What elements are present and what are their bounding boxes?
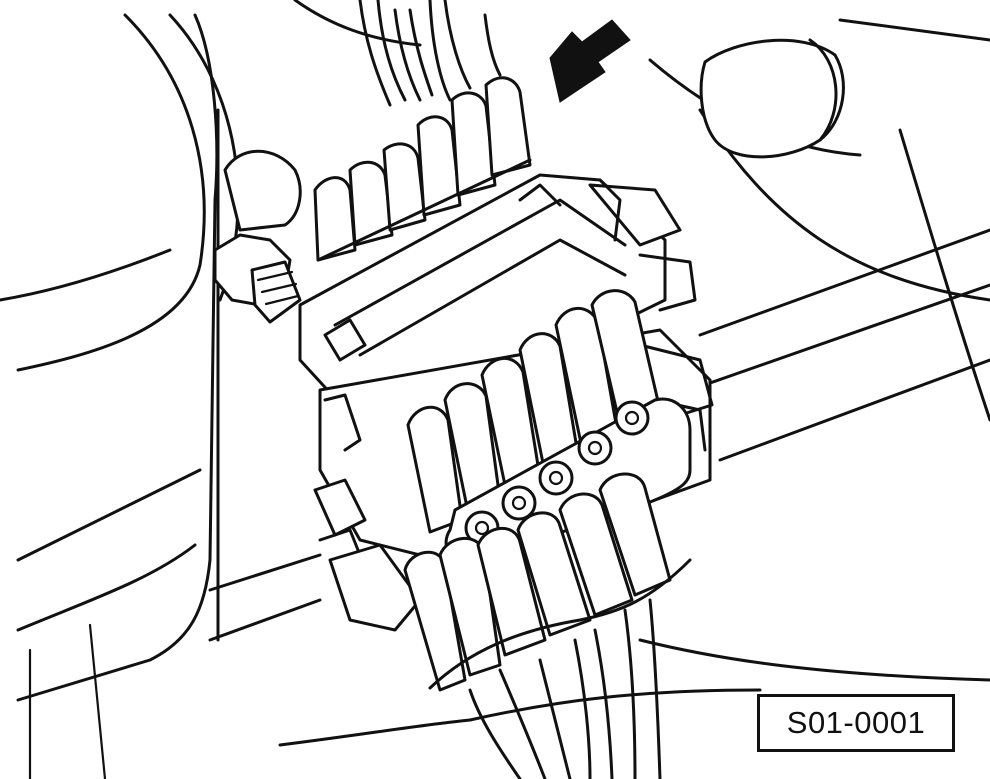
lower-wire-bundle [468,598,662,779]
bolt [213,149,302,324]
upper-connector-housing [298,173,697,422]
lower-plugs [403,289,692,692]
arrow-icon [549,19,631,103]
figure-label: S01-0001 [757,694,955,752]
upper-plugs [313,76,532,262]
mounting-rails [208,228,990,747]
left-housing [0,13,240,779]
grommet-holes [464,400,650,546]
round-cap [699,38,845,159]
upper-wire-bundle [358,0,502,107]
